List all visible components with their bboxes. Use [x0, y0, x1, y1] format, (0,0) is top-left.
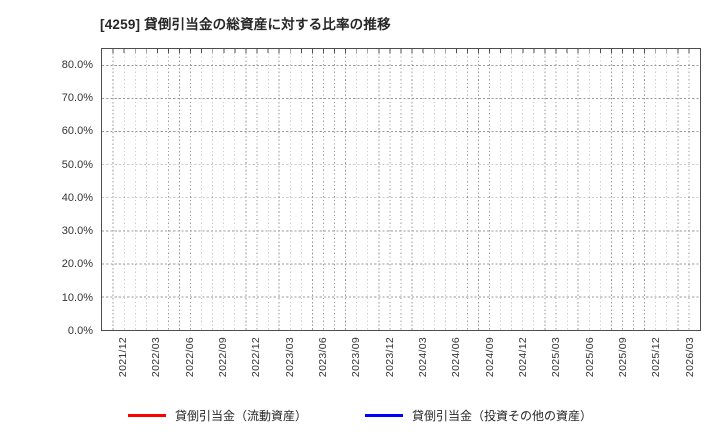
y-axis-tick-label: 30.0%	[61, 225, 93, 238]
legend-item-label: 貸倒引当金（投資その他の資産）	[412, 409, 593, 423]
legend-item[interactable]: 貸倒引当金（流動資産）	[127, 407, 307, 424]
x-axis-tick-label: 2023/09	[350, 337, 363, 378]
legend-item-label: 貸倒引当金（流動資産）	[174, 409, 307, 423]
page-title: [4259] 貸倒引当金の総資産に対する比率の推移	[100, 17, 391, 32]
x-axis-tick-label: 2025/09	[617, 337, 630, 378]
y-axis-tick-label: 60.0%	[61, 125, 93, 138]
y-axis-tick-label: 70.0%	[61, 91, 93, 104]
plot-area	[101, 48, 701, 331]
x-axis-tick-label: 2025/06	[583, 337, 596, 378]
x-axis-tick-label: 2024/03	[417, 337, 430, 378]
x-axis-tick-label: 2021/12	[117, 337, 130, 378]
y-axis-tick-label: 10.0%	[61, 291, 93, 304]
x-axis-tick-label: 2023/12	[383, 337, 396, 378]
x-axis-tick-label: 2022/06	[183, 337, 196, 378]
chart-legend: 貸倒引当金（流動資産） 貸倒引当金（投資その他の資産）	[0, 407, 720, 424]
x-axis-tick-label: 2026/03	[683, 337, 696, 378]
x-axis-tick-label: 2022/12	[250, 337, 263, 378]
x-axis-tick-label: 2022/03	[150, 337, 163, 378]
legend-item[interactable]: 貸倒引当金（投資その他の資産）	[365, 407, 592, 424]
y-axis-tick-label: 40.0%	[61, 191, 93, 204]
x-axis-tick-label: 2025/03	[550, 337, 563, 378]
y-axis-tick-label: 50.0%	[61, 158, 93, 171]
y-axis-tick-label: 0.0%	[67, 325, 93, 337]
y-axis-tick-label: 20.0%	[61, 258, 93, 271]
x-axis-tick-label: 2024/12	[517, 337, 530, 378]
legend-color-swatch	[365, 414, 403, 417]
x-axis-tick-label: 2024/09	[483, 337, 496, 378]
x-axis-tick-label: 2022/09	[217, 337, 230, 378]
grid-lines	[102, 49, 700, 330]
y-axis-tick-label: 80.0%	[61, 58, 93, 71]
legend-color-swatch	[127, 414, 166, 417]
x-axis-tick-label: 2023/03	[283, 337, 296, 378]
x-axis-tick-label: 2024/06	[450, 337, 463, 378]
y-axis-tick-labels: 0.0% 10.0% 20.0% 30.0% 40.0% 50.0% 60.0% 70.0% 8…	[0, 0, 101, 440]
x-axis-tick-label: 2025/12	[650, 337, 663, 378]
x-axis-tick-label: 2023/06	[317, 337, 330, 378]
